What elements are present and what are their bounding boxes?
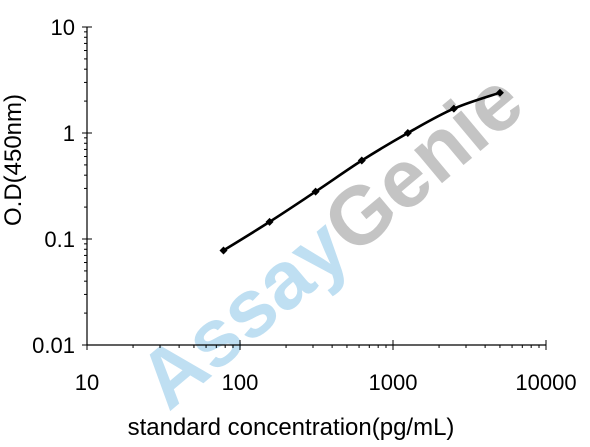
- watermark-logo: AssayGenie: [122, 55, 540, 427]
- tick-labels: 0.01 0.1 1 10 10 100 1000 10000: [32, 15, 576, 395]
- data-point: [357, 156, 366, 165]
- y-tick-label: 0.1: [44, 227, 75, 252]
- series: [219, 88, 504, 255]
- x-tick-label: 1000: [369, 370, 418, 395]
- tick-marks: [82, 26, 547, 350]
- y-tick-label: 10: [51, 15, 75, 40]
- x-tick-label: 10000: [515, 370, 576, 395]
- data-point: [403, 129, 412, 137]
- y-axis-title: O.D(450nm): [0, 94, 27, 226]
- watermark-text-genie: Genie: [307, 55, 540, 271]
- x-axis-title: standard concentration(pg/mL): [128, 414, 455, 441]
- y-tick-label: 0.01: [32, 333, 75, 358]
- axes: [86, 27, 546, 346]
- data-point: [219, 246, 228, 255]
- data-point: [495, 88, 504, 97]
- x-tick-label: 10: [75, 370, 99, 395]
- watermark-text: AssayGenie: [122, 55, 540, 427]
- data-point: [311, 187, 320, 196]
- x-tick-label: 100: [222, 370, 259, 395]
- data-point: [449, 104, 458, 113]
- y-tick-label: 1: [63, 121, 75, 146]
- data-point: [265, 217, 274, 226]
